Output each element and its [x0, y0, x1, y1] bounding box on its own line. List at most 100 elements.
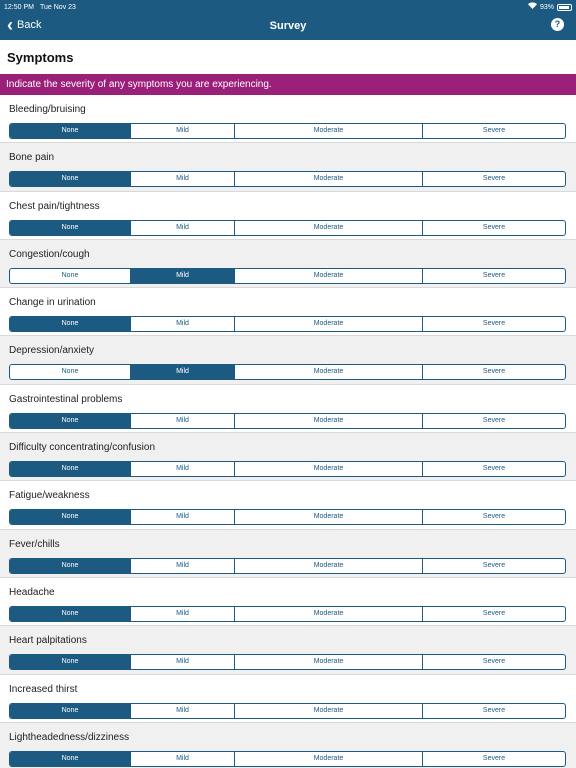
- severity-segmented-control: None Mild Moderate Severe: [9, 557, 566, 574]
- symptom-row: Difficulty concentrating/confusion None Mi…: [0, 433, 576, 482]
- symptom-row: Fever/chills None Mild Moderate Severe: [0, 529, 576, 578]
- severity-option-mild[interactable]: Mild: [131, 558, 235, 573]
- severity-option-severe[interactable]: Severe: [482, 658, 506, 666]
- severity-option-moderate[interactable]: Moderate: [235, 365, 423, 380]
- symptom-label: Gastrointestinal problems: [9, 393, 123, 405]
- severity-option-severe[interactable]: Severe: [482, 271, 506, 279]
- symptom-row: Heart palpitations None Mild Moderate Severe: [0, 626, 576, 675]
- symptom-row: Depression/anxiety None Mild Moderate Severe: [0, 336, 576, 385]
- severity-option-mild[interactable]: Mild: [131, 703, 235, 718]
- severity-option-severe[interactable]: Severe: [482, 513, 506, 521]
- symptom-label: Change in urination: [9, 297, 96, 309]
- severity-option-none[interactable]: None: [10, 365, 131, 380]
- severity-segmented-control: None Mild Moderate Severe: [9, 267, 566, 284]
- severity-option-mild[interactable]: Mild: [131, 172, 235, 187]
- severity-option-none[interactable]: None: [10, 558, 131, 573]
- severity-option-severe[interactable]: Severe: [482, 175, 506, 183]
- severity-option-none[interactable]: None: [10, 413, 131, 428]
- severity-option-severe[interactable]: Severe: [482, 320, 506, 328]
- severity-option-severe[interactable]: Severe: [482, 368, 506, 376]
- symptom-label: Headache: [9, 586, 55, 598]
- battery-icon: [557, 4, 572, 11]
- severity-segmented-control: None Mild Moderate Severe: [9, 702, 566, 719]
- symptom-label: Fatigue/weakness: [9, 490, 90, 502]
- status-date: Tue Nov 23: [40, 4, 76, 11]
- symptom-label: Bleeding/bruising: [9, 104, 86, 115]
- severity-option-moderate[interactable]: Moderate: [235, 558, 423, 573]
- symptom-label: Depression/anxiety: [9, 345, 95, 357]
- severity-segmented-control: None Mild Moderate Severe: [9, 412, 566, 429]
- symptom-label: Lightheadedness/dizziness: [9, 731, 130, 743]
- severity-option-none[interactable]: None: [10, 220, 131, 235]
- severity-option-none[interactable]: None: [10, 172, 131, 187]
- severity-segmented-control: None Mild Moderate Severe: [9, 750, 566, 767]
- chevron-left-icon: ‹: [7, 15, 13, 35]
- back-button[interactable]: ‹ Back: [7, 15, 42, 35]
- severity-option-none[interactable]: None: [10, 606, 131, 621]
- severity-option-moderate[interactable]: Moderate: [235, 220, 423, 235]
- severity-segmented-control: None Mild Moderate Severe: [9, 316, 566, 333]
- severity-option-moderate[interactable]: Moderate: [235, 413, 423, 428]
- severity-option-none[interactable]: None: [10, 268, 131, 283]
- severity-option-severe[interactable]: Severe: [482, 465, 506, 473]
- severity-option-none[interactable]: None: [10, 655, 131, 670]
- severity-option-mild[interactable]: Mild: [131, 655, 235, 670]
- help-icon[interactable]: ?: [551, 18, 564, 31]
- battery-percent: 93%: [539, 4, 554, 11]
- severity-option-moderate[interactable]: Moderate: [235, 703, 423, 718]
- symptom-label: Difficulty concentrating/confusion: [9, 442, 156, 454]
- severity-option-moderate[interactable]: Moderate: [235, 606, 423, 621]
- wifi-icon: [527, 2, 537, 13]
- severity-segmented-control: None Mild Moderate Severe: [9, 509, 566, 526]
- severity-option-severe[interactable]: Severe: [482, 223, 506, 231]
- severity-option-mild[interactable]: Mild: [131, 268, 235, 283]
- symptom-row: Congestion/cough None Mild Moderate Severe: [0, 239, 576, 289]
- severity-option-severe[interactable]: Severe: [482, 754, 506, 762]
- status-right: 93%: [527, 2, 572, 13]
- symptom-label: Bone pain: [9, 152, 55, 164]
- severity-option-mild[interactable]: Mild: [131, 124, 235, 138]
- severity-option-mild[interactable]: Mild: [131, 751, 235, 766]
- severity-option-moderate[interactable]: Moderate: [235, 317, 423, 332]
- severity-option-severe[interactable]: Severe: [482, 609, 506, 617]
- severity-option-none[interactable]: None: [10, 462, 131, 477]
- severity-option-mild[interactable]: Mild: [131, 510, 235, 525]
- severity-option-mild[interactable]: Mild: [131, 413, 235, 428]
- severity-option-severe[interactable]: Severe: [482, 706, 506, 714]
- symptom-label: Increased thirst: [9, 683, 78, 695]
- severity-option-mild[interactable]: Mild: [131, 317, 235, 332]
- symptom-label: Fever/chills: [9, 538, 60, 550]
- severity-segmented-control: None Mild Moderate Severe: [9, 461, 566, 478]
- severity-option-severe[interactable]: Severe: [482, 561, 506, 569]
- severity-option-moderate[interactable]: Moderate: [235, 172, 423, 187]
- severity-option-mild[interactable]: Mild: [131, 462, 235, 477]
- status-time: 12:50 PM: [4, 4, 34, 11]
- severity-option-severe[interactable]: Severe: [482, 127, 506, 134]
- symptom-row: Change in urination None Mild Moderate Sever…: [0, 288, 576, 337]
- top-bar: 12:50 PM Tue Nov 23 93% ‹ Back Survey ?: [0, 0, 576, 40]
- severity-option-moderate[interactable]: Moderate: [235, 751, 423, 766]
- severity-option-mild[interactable]: Mild: [131, 365, 235, 380]
- severity-option-none[interactable]: None: [10, 510, 131, 525]
- symptom-row: Fatigue/weakness None Mild Moderate Severe: [0, 481, 576, 530]
- symptom-row: Bleeding/bruising None Mild Moderate Severe: [0, 95, 576, 144]
- symptom-label: Congestion/cough: [9, 248, 90, 260]
- severity-option-none[interactable]: None: [10, 751, 131, 766]
- symptom-row: Bone pain None Mild Moderate Severe: [0, 143, 576, 192]
- severity-option-none[interactable]: None: [10, 124, 131, 138]
- severity-option-moderate[interactable]: Moderate: [235, 462, 423, 477]
- severity-option-mild[interactable]: Mild: [131, 606, 235, 621]
- severity-option-moderate[interactable]: Moderate: [235, 510, 423, 525]
- severity-option-severe[interactable]: Severe: [482, 416, 506, 424]
- severity-segmented-control: None Mild Moderate Severe: [9, 605, 566, 622]
- back-label: Back: [17, 19, 42, 31]
- severity-segmented-control: None Mild Moderate Severe: [9, 364, 566, 381]
- severity-option-moderate[interactable]: Moderate: [235, 124, 423, 138]
- severity-option-moderate[interactable]: Moderate: [235, 655, 423, 670]
- severity-option-none[interactable]: None: [10, 317, 131, 332]
- severity-option-moderate[interactable]: Moderate: [235, 268, 423, 283]
- instruction-banner: Indicate the severity of any symptoms yo…: [0, 74, 576, 95]
- symptom-label: Chest pain/tightness: [9, 200, 100, 212]
- severity-option-none[interactable]: None: [10, 703, 131, 718]
- severity-option-mild[interactable]: Mild: [131, 220, 235, 235]
